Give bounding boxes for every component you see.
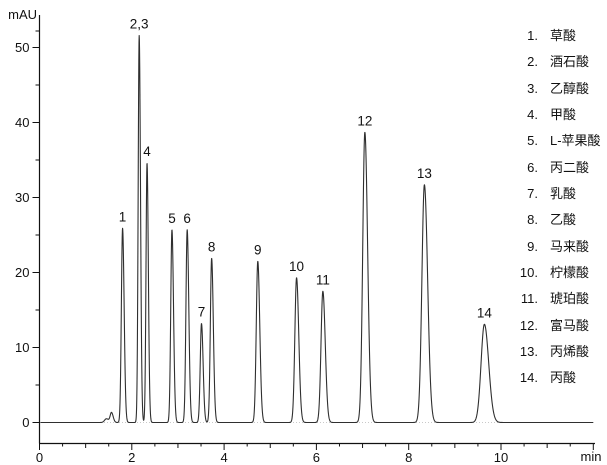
peak-label: 13 <box>417 166 432 181</box>
legend-item-name: 草酸 <box>550 28 577 43</box>
legend-item: 1. 草酸 <box>500 23 601 49</box>
peak-label: 4 <box>143 144 151 159</box>
legend-item-name: 丙二酸 <box>550 159 590 175</box>
x-tick-label: 8 <box>405 450 412 465</box>
legend-item: 5. L-苹果酸 <box>500 128 601 154</box>
legend-item-number: 8. <box>527 212 538 228</box>
peak-label: 11 <box>316 272 330 287</box>
y-tick-label: 0 <box>22 415 29 430</box>
peak-label: 6 <box>183 211 191 226</box>
peak-label: 1 <box>119 209 127 224</box>
x-tick-label: 6 <box>313 450 320 465</box>
legend-item-name: 乳酸 <box>550 186 577 202</box>
x-tick-label: 0 <box>36 450 43 465</box>
legend-item: 3. 乙醇酸 <box>500 76 601 102</box>
peak-label: 9 <box>254 242 262 257</box>
legend-item-name: L-苹果酸 <box>550 133 601 149</box>
peak-label: 5 <box>168 211 176 226</box>
legend-item: 10. 柠檬酸 <box>500 260 601 286</box>
legend-item-name: 马来酸 <box>550 238 590 254</box>
y-tick-label: 10 <box>15 340 29 355</box>
legend-item-name: 琥珀酸 <box>550 291 590 307</box>
y-tick-label: 20 <box>15 265 29 280</box>
y-tick-label: 40 <box>15 115 29 130</box>
legend-item: 9. 马来酸 <box>500 234 601 260</box>
peak-label: 10 <box>289 259 304 274</box>
legend-item-number: 4. <box>527 107 538 123</box>
x-tick-label: 10 <box>494 450 508 465</box>
legend-item-number: 11. <box>520 291 538 307</box>
compound-legend: 1. 草酸 2. 酒石酸 3. 乙醇酸 4. 甲酸 5. L-苹果酸 6. 丙二酸 7. 乳酸 8. 乙酸 9.… <box>500 23 601 392</box>
legend-item-number: 2. <box>527 54 538 70</box>
peak-label: 2,3 <box>130 17 149 32</box>
x-tick-label: 2 <box>128 450 135 465</box>
legend-item-number: 3. <box>527 80 538 96</box>
legend-item-number: 6. <box>527 159 538 175</box>
chromatogram-trace <box>40 34 594 424</box>
legend-item-number: 9. <box>527 238 538 254</box>
legend-item: 6. 丙二酸 <box>500 155 601 181</box>
legend-item: 2. 酒石酸 <box>500 49 601 75</box>
legend-item-number: 1. <box>527 28 538 43</box>
legend-item-number: 7. <box>527 186 538 202</box>
legend-item-name: 乙醇酸 <box>550 80 590 96</box>
x-tick-label: 4 <box>220 450 227 465</box>
legend-item: 4. 甲酸 <box>500 102 601 128</box>
legend-item: 12. 富马酸 <box>500 313 601 339</box>
legend-item-number: 14. <box>519 370 538 386</box>
legend-item: 13. 丙烯酸 <box>500 339 601 365</box>
peak-label: 8 <box>208 239 216 254</box>
legend-item-name: 酒石酸 <box>550 54 590 70</box>
peak-label: 12 <box>357 113 372 128</box>
x-axis-unit-label: min <box>580 449 602 464</box>
legend-item-name: 丙酸 <box>550 370 577 386</box>
legend-item-name: 丙烯酸 <box>550 344 590 360</box>
y-tick-label: 30 <box>15 190 29 205</box>
y-tick-label: 50 <box>15 40 29 55</box>
legend-item: 8. 乙酸 <box>500 207 601 233</box>
legend-item-number: 12. <box>519 317 538 333</box>
peak-label: 7 <box>198 305 206 320</box>
legend-item: 11. 琥珀酸 <box>500 286 601 312</box>
legend-item-number: 13. <box>519 344 538 360</box>
legend-item-name: 柠檬酸 <box>550 265 590 281</box>
peak-label: 14 <box>477 305 493 320</box>
legend-item: 7. 乳酸 <box>500 181 601 207</box>
y-axis-unit-label: mAU <box>8 7 37 22</box>
legend-item: 14. 丙酸 <box>500 365 601 391</box>
legend-item-number: 10. <box>519 265 538 281</box>
legend-item-name: 乙酸 <box>550 212 577 228</box>
legend-item-name: 甲酸 <box>550 107 577 123</box>
legend-item-number: 5. <box>527 133 538 149</box>
legend-item-name: 富马酸 <box>550 317 590 333</box>
